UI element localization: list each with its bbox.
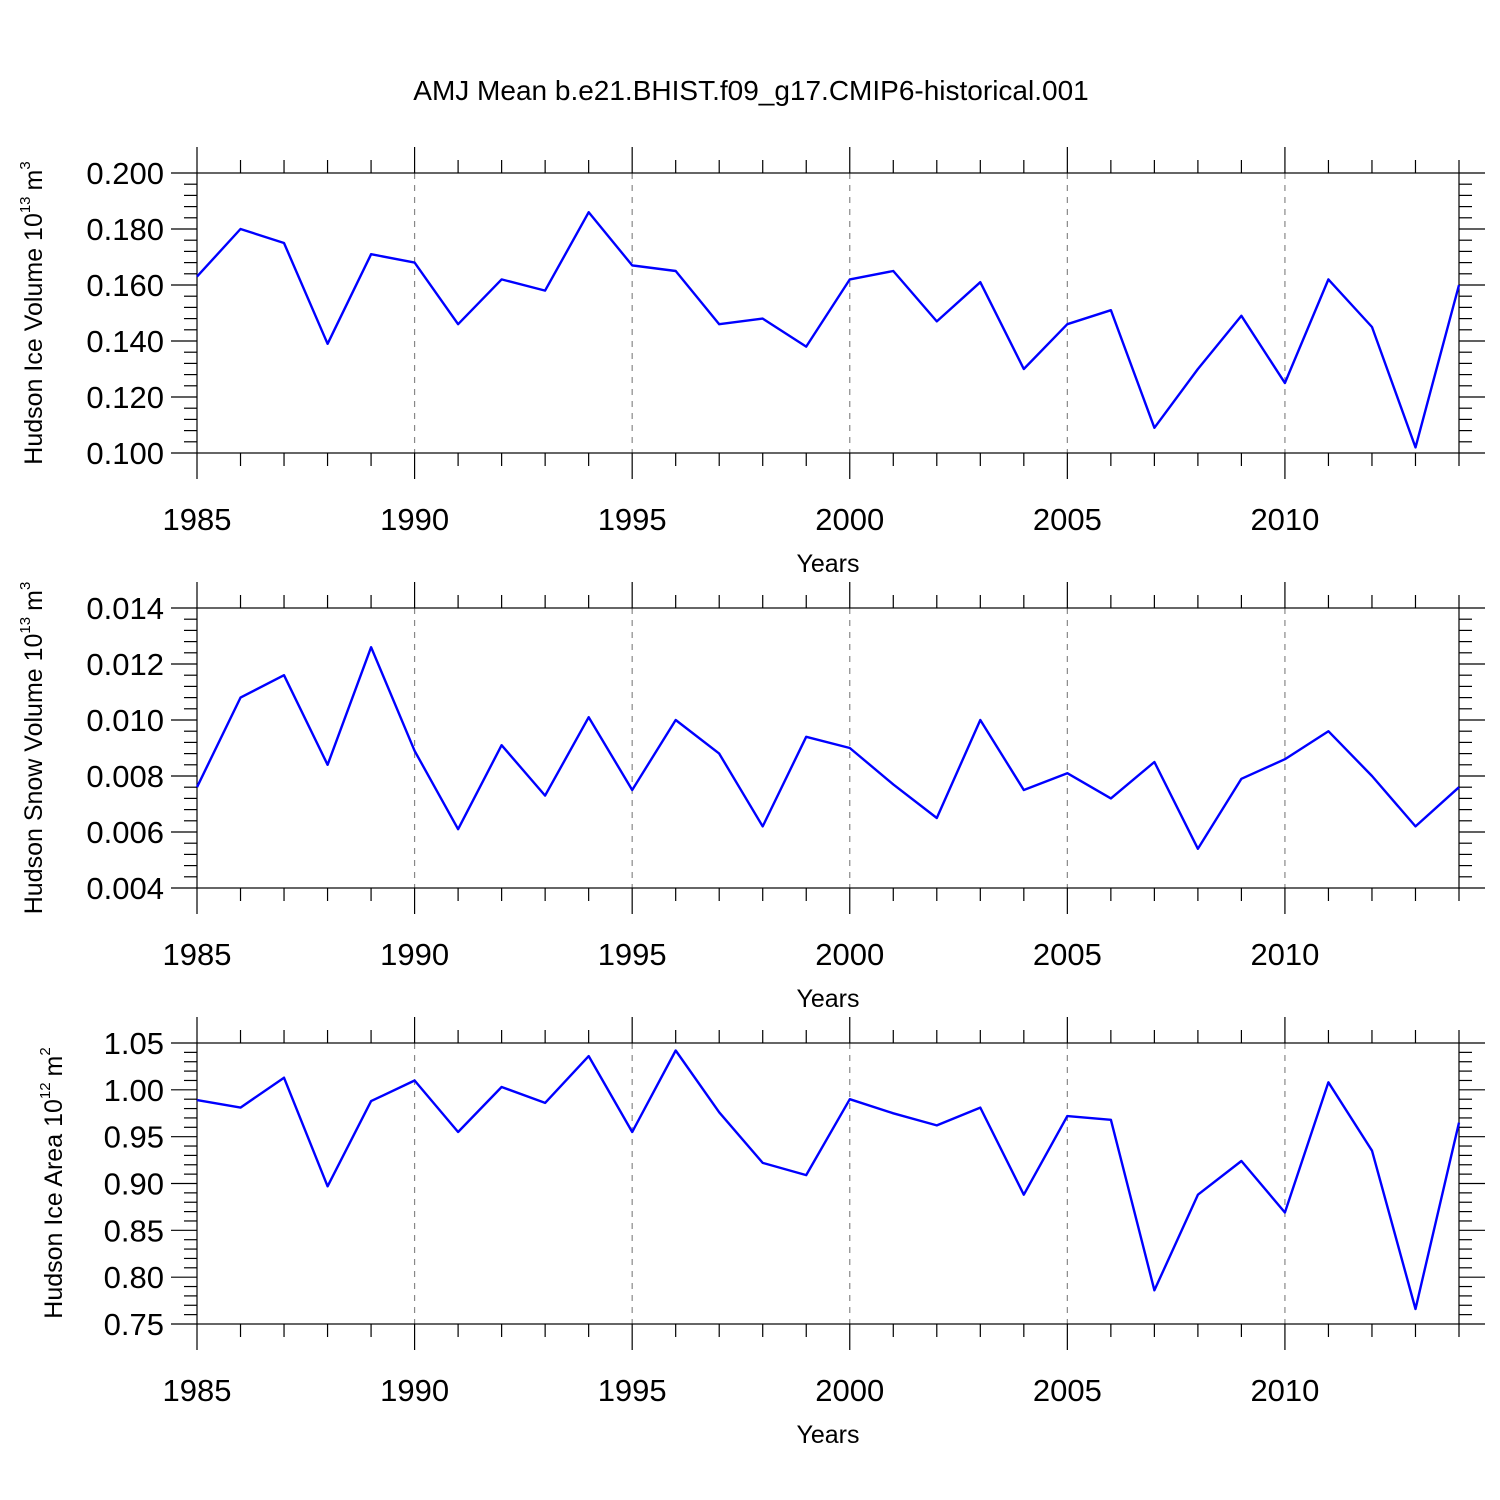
x-tick-label-1990: 1990 (380, 937, 449, 972)
y-tick-label: 0.014 (86, 591, 164, 626)
panel-snow-volume: 0.004 0.006 0.008 0.010 0.012 0.014 1985 1990 19… (17, 582, 1485, 1013)
y-tick-label: 0.010 (86, 703, 164, 738)
x-tick-label-2000: 2000 (815, 937, 884, 972)
y-tick-label: 0.75 (104, 1307, 164, 1342)
x-tick-label-1990: 1990 (380, 502, 449, 537)
y-tick-label: 0.006 (86, 815, 164, 850)
y-tick-label: 0.004 (86, 871, 164, 906)
x-tick-label-1995: 1995 (598, 502, 667, 537)
y-tick-label: 1.05 (104, 1026, 164, 1061)
y-tick-label: 0.160 (86, 268, 164, 303)
x-tick-label-2000: 2000 (815, 1373, 884, 1408)
x-tick-label-2005: 2005 (1033, 937, 1102, 972)
x-tick-label-2010: 2010 (1250, 1373, 1319, 1408)
y-axis-label: Hudson Ice Volume 1013m3 (17, 161, 48, 464)
y-tick-label: 0.140 (86, 324, 164, 359)
y-tick-label: 0.90 (104, 1167, 164, 1202)
x-tick-label-1995: 1995 (598, 1373, 667, 1408)
plot-frame (197, 1043, 1459, 1324)
y-tick-label: 0.120 (86, 380, 164, 415)
x-axis-label: Years (796, 550, 859, 578)
series-line (197, 212, 1459, 447)
y-tick-label: 0.180 (86, 212, 164, 247)
figure-title: AMJ Mean b.e21.BHIST.f09_g17.CMIP6-histo… (413, 75, 1088, 106)
x-tick-label-1985: 1985 (163, 937, 232, 972)
x-tick-label-1985: 1985 (163, 1373, 232, 1408)
y-tick-label: 0.012 (86, 647, 164, 682)
x-tick-label-1985: 1985 (163, 502, 232, 537)
plot-frame (197, 608, 1459, 888)
y-tick-label: 0.200 (86, 156, 164, 191)
x-tick-label-2010: 2010 (1250, 937, 1319, 972)
x-tick-label-2010: 2010 (1250, 502, 1319, 537)
series-line (197, 1051, 1459, 1310)
panel-ice-volume: 0.100 0.120 0.140 0.160 0.180 0.200 1985 1990 19… (17, 147, 1485, 578)
y-tick-label: 0.85 (104, 1213, 164, 1248)
x-axis-label: Years (796, 1421, 859, 1449)
x-tick-label-1995: 1995 (598, 937, 667, 972)
series-line (197, 647, 1459, 849)
x-tick-label-2000: 2000 (815, 502, 884, 537)
x-tick-label-2005: 2005 (1033, 1373, 1102, 1408)
x-axis-label: Years (796, 985, 859, 1013)
panel-ice-area: 0.75 0.80 0.85 0.90 0.95 1.00 1.05 1985 1990 1995… (37, 1017, 1485, 1449)
y-axis-label: Hudson Snow Volume 1013m3 (17, 582, 48, 915)
y-tick-label: 1.00 (104, 1073, 164, 1108)
x-tick-label-2005: 2005 (1033, 502, 1102, 537)
y-tick-label: 0.95 (104, 1120, 164, 1155)
y-tick-label: 0.100 (86, 436, 164, 471)
y-tick-label: 0.80 (104, 1260, 164, 1295)
y-tick-label: 0.008 (86, 759, 164, 794)
y-axis-label: Hudson Ice Area 1012m2 (37, 1047, 68, 1318)
x-tick-label-1990: 1990 (380, 1373, 449, 1408)
